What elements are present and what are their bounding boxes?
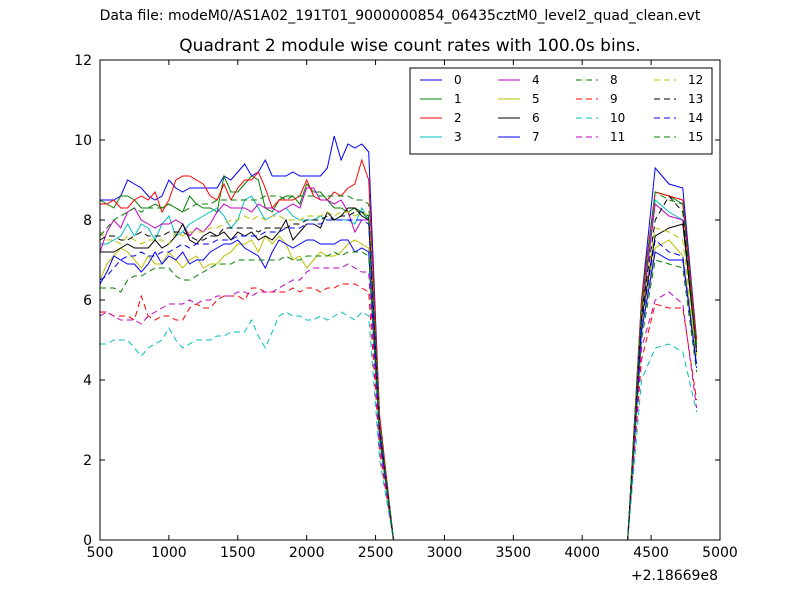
axis-ticks: 500 1000 1500 2000 2500 3000 3500 4000 4500 5000 0… bbox=[74, 53, 738, 561]
legend-label-2: 2 bbox=[454, 111, 462, 125]
x-tick-label: 3500 bbox=[496, 545, 532, 561]
legend-label-14: 14 bbox=[688, 111, 703, 125]
y-tick-label: 2 bbox=[83, 453, 92, 469]
series-line-1 bbox=[99, 174, 698, 541]
x-tick-label: 3000 bbox=[427, 545, 463, 561]
x-tick-label: 500 bbox=[87, 545, 114, 561]
x-tick-label: 1500 bbox=[220, 545, 256, 561]
legend-label-8: 8 bbox=[610, 73, 618, 87]
x-tick-label: 4000 bbox=[564, 545, 600, 561]
y-tick-label: 4 bbox=[83, 373, 92, 389]
series-line-15 bbox=[99, 191, 698, 541]
legend-label-5: 5 bbox=[532, 92, 540, 106]
legend-label-1: 1 bbox=[454, 92, 462, 106]
legend-label-12: 12 bbox=[688, 73, 703, 87]
series-line-7 bbox=[99, 239, 698, 541]
y-tick-label: 0 bbox=[83, 533, 92, 549]
chart-title: Quadrant 2 module wise count rates with … bbox=[179, 36, 641, 56]
series-line-2 bbox=[100, 158, 698, 541]
legend-label-13: 13 bbox=[688, 92, 703, 106]
series-line-5 bbox=[99, 235, 698, 541]
y-tick-label: 12 bbox=[74, 53, 92, 69]
y-tick-label: 6 bbox=[83, 293, 92, 309]
x-tick-label: 2500 bbox=[358, 545, 394, 561]
x-tick-label: 2000 bbox=[289, 545, 325, 561]
x-tick-label: 1000 bbox=[151, 545, 187, 561]
legend-label-3: 3 bbox=[454, 130, 462, 144]
y-tick-label: 10 bbox=[74, 133, 92, 149]
series-line-11 bbox=[99, 263, 698, 541]
x-tick-label: 5000 bbox=[702, 545, 738, 561]
x-tick-label: 4500 bbox=[633, 545, 669, 561]
legend-label-7: 7 bbox=[532, 130, 540, 144]
y-tick-label: 8 bbox=[83, 213, 92, 229]
x-offset-label: +2.18669e8 bbox=[631, 568, 718, 584]
legend-label-4: 4 bbox=[532, 73, 540, 87]
series-line-6 bbox=[100, 207, 698, 541]
legend-box bbox=[409, 67, 713, 155]
legend-label-10: 10 bbox=[610, 111, 625, 125]
series-line-9 bbox=[100, 283, 698, 541]
legend-label-0: 0 bbox=[454, 73, 462, 87]
series-line-0 bbox=[100, 135, 698, 541]
series-line-12 bbox=[99, 211, 698, 541]
legend-label-15: 15 bbox=[688, 130, 703, 144]
series-line-14 bbox=[99, 219, 698, 541]
series-line-8 bbox=[100, 251, 698, 541]
series-line-4 bbox=[99, 187, 698, 541]
legend-label-6: 6 bbox=[532, 111, 540, 125]
legend-label-9: 9 bbox=[610, 92, 618, 106]
series-layer bbox=[99, 135, 698, 541]
legend-label-11: 11 bbox=[610, 130, 625, 144]
series-line-10 bbox=[100, 311, 698, 541]
figure-suptitle: Data file: modeM0/AS1A02_191T01_90000008… bbox=[99, 8, 701, 24]
